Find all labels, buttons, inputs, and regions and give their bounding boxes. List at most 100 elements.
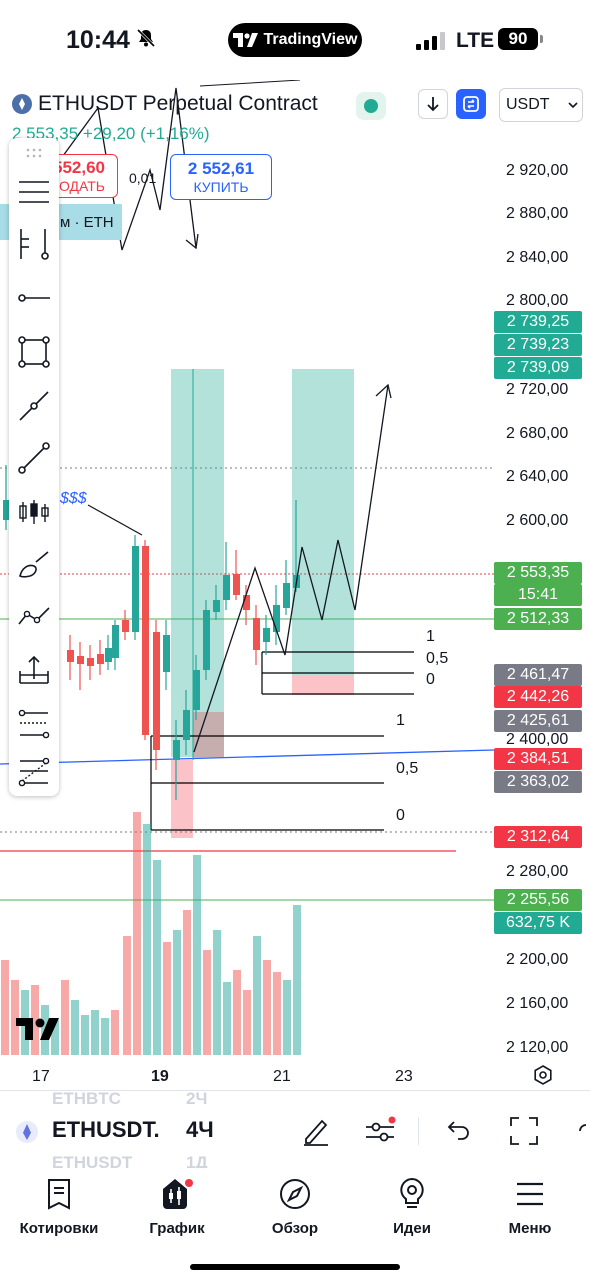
chart-settings-icon[interactable] bbox=[532, 1064, 554, 1086]
trend-line-annotation[interactable] bbox=[87, 504, 143, 536]
volume-bar bbox=[243, 990, 251, 1055]
price-tag-text: 2 255,56 bbox=[506, 891, 570, 908]
symbol-scroll-next[interactable]: ETHUSDT bbox=[52, 1153, 133, 1168]
drawing-toolbar[interactable] bbox=[9, 138, 59, 796]
nav-menu[interactable]: Меню bbox=[480, 1176, 580, 1237]
pen-icon[interactable] bbox=[300, 1115, 332, 1147]
ethereum-icon bbox=[16, 1121, 38, 1143]
tool-path[interactable] bbox=[16, 598, 52, 634]
tool-fib-extension[interactable] bbox=[16, 754, 52, 790]
price-tag-text: 2 312,64 bbox=[506, 828, 570, 845]
tool-brush[interactable] bbox=[16, 546, 52, 582]
candle-body bbox=[243, 595, 250, 610]
scroll-down-button[interactable] bbox=[418, 89, 448, 119]
fork-icon bbox=[20, 229, 49, 260]
arrow-down-icon bbox=[427, 97, 439, 112]
indicator-label-text: м · ETH bbox=[60, 214, 114, 231]
market-status-indicator[interactable] bbox=[356, 92, 386, 120]
long-position-target-2[interactable] bbox=[292, 369, 354, 675]
fib-lower-level-05: 0,5 bbox=[396, 760, 419, 777]
watchlist-icon bbox=[48, 1179, 70, 1210]
app-pill[interactable]: TradingView bbox=[228, 23, 362, 57]
horizontal-ray-icon bbox=[18, 294, 50, 302]
candle-body bbox=[173, 740, 180, 760]
fullscreen-icon[interactable] bbox=[508, 1115, 540, 1147]
price-tag-text: 2 553,35 bbox=[506, 564, 570, 581]
volume-bar bbox=[203, 950, 211, 1055]
tool-candles[interactable] bbox=[16, 494, 52, 530]
long-position-stop-1[interactable] bbox=[171, 760, 193, 838]
projection-arrow-1 bbox=[375, 383, 392, 399]
volume-bar bbox=[213, 930, 221, 1055]
price-axis-label: 2 680,00 bbox=[506, 425, 569, 442]
candle-body bbox=[213, 600, 220, 612]
tool-lines-menu[interactable] bbox=[16, 174, 52, 210]
dollar-annotation[interactable]: $$$ bbox=[60, 490, 87, 507]
price-tag-text: 2 461,47 bbox=[506, 666, 570, 683]
price-tag-current: 2 553,35 bbox=[494, 562, 582, 584]
tool-long-position[interactable] bbox=[16, 652, 52, 688]
fib-upper-level-0: 0 bbox=[426, 671, 435, 688]
tool-rectangle[interactable] bbox=[16, 334, 52, 370]
price-axis-label: 2 200,00 bbox=[506, 951, 569, 968]
tool-ray-line[interactable] bbox=[16, 440, 52, 476]
rectangle-icon bbox=[18, 336, 50, 368]
compass-icon bbox=[280, 1179, 310, 1209]
lightbulb-icon bbox=[400, 1177, 424, 1208]
nav-chart[interactable]: График bbox=[127, 1176, 227, 1237]
chart-area[interactable]: ETHUSDT Perpetual Contract USDT 2 553,35… bbox=[0, 80, 590, 1090]
price-tag: 2 384,51 bbox=[494, 748, 582, 770]
signal-icon bbox=[416, 32, 445, 50]
trend-line-icon bbox=[19, 391, 49, 421]
tool-fib-retracement[interactable] bbox=[16, 706, 52, 742]
interval-selector[interactable]: 4Ч bbox=[186, 1117, 214, 1142]
symbol-selector[interactable]: ETHUSDT. bbox=[52, 1117, 160, 1142]
long-position-stop-1b[interactable] bbox=[193, 712, 224, 758]
candle-body bbox=[105, 648, 112, 662]
candles-icon bbox=[19, 500, 49, 524]
more-icon[interactable] bbox=[578, 1115, 590, 1147]
projection-path-1[interactable] bbox=[193, 384, 389, 753]
volume-bar bbox=[283, 980, 291, 1055]
symbol-scroll-prev[interactable]: ETHBTC bbox=[52, 1090, 121, 1108]
chart-canvas[interactable] bbox=[0, 80, 590, 1090]
candle-body bbox=[97, 654, 104, 664]
tool-horizontal-ray[interactable] bbox=[16, 280, 52, 316]
candle-body bbox=[193, 670, 200, 710]
projection-path-top[interactable] bbox=[59, 87, 197, 251]
volume-bar bbox=[51, 1020, 59, 1055]
candle-body bbox=[233, 574, 240, 595]
price-tag: 2 739,25 bbox=[494, 311, 582, 333]
bell-muted-icon bbox=[136, 28, 156, 53]
ray-line-icon bbox=[18, 442, 50, 474]
symbol-header[interactable]: ETHUSDT Perpetual Contract bbox=[12, 92, 318, 116]
long-position-stop-2[interactable] bbox=[292, 675, 354, 695]
nav-overview[interactable]: Обзор bbox=[245, 1176, 345, 1237]
volume-bar bbox=[91, 1010, 99, 1055]
price-axis-label: 2 160,00 bbox=[506, 995, 569, 1012]
price-axis-label: 2 600,00 bbox=[506, 512, 569, 529]
candle-body bbox=[263, 628, 270, 642]
price-axis-label: 2 640,00 bbox=[506, 468, 569, 485]
price-tag: 2 425,61 bbox=[494, 710, 582, 732]
buy-button[interactable]: 2 552,61 КУПИТЬ bbox=[170, 154, 272, 200]
fib-retracement-upper[interactable] bbox=[261, 651, 414, 695]
tool-trend-line[interactable] bbox=[16, 388, 52, 424]
candle-body bbox=[112, 625, 119, 658]
nav-watchlist[interactable]: Котировки bbox=[9, 1176, 109, 1237]
nav-label: График bbox=[149, 1220, 205, 1237]
candle-body bbox=[183, 710, 190, 740]
volume-bar bbox=[143, 824, 151, 1055]
indicators-icon[interactable] bbox=[364, 1115, 398, 1147]
undo-icon[interactable] bbox=[444, 1115, 472, 1147]
tool-fork[interactable] bbox=[16, 226, 52, 262]
volume-bar bbox=[233, 970, 241, 1055]
candle-body bbox=[163, 635, 170, 672]
layout-toggle-button[interactable] bbox=[456, 89, 486, 119]
drag-handle-icon[interactable] bbox=[26, 148, 42, 158]
price-tag-text: 2 739,23 bbox=[506, 336, 570, 353]
price-tag: 2 739,23 bbox=[494, 334, 582, 356]
currency-select[interactable]: USDT bbox=[499, 88, 583, 122]
price-tag-text: 632,75 K bbox=[505, 914, 571, 931]
nav-ideas[interactable]: Идеи bbox=[362, 1176, 462, 1237]
